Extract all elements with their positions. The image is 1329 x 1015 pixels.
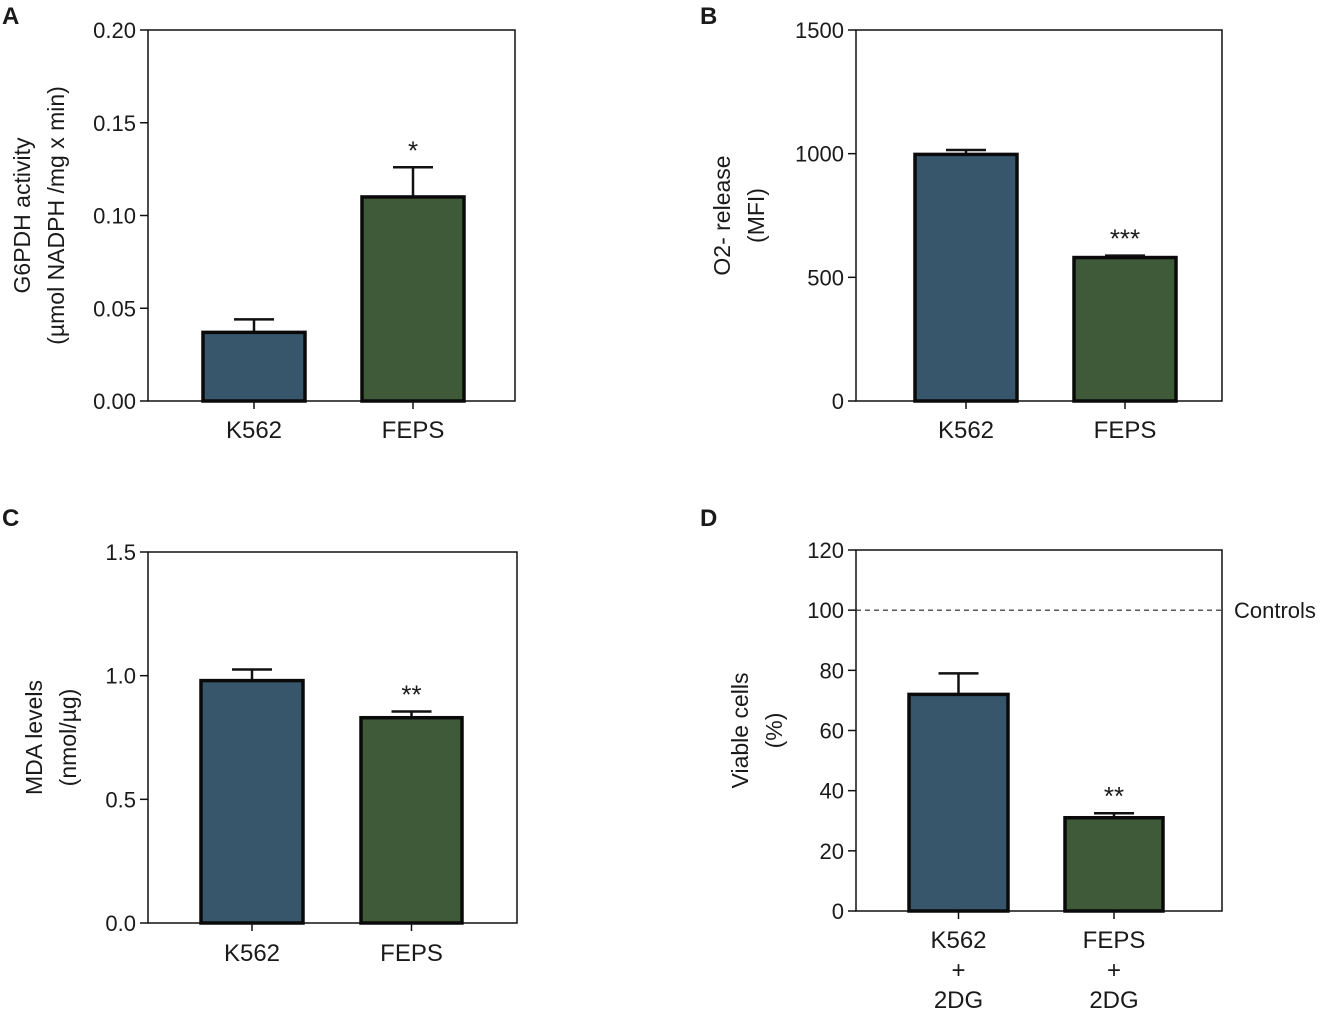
bar-feps	[1072, 255, 1178, 403]
y-tick-label: 40	[820, 779, 844, 804]
bar-k562	[913, 152, 1019, 403]
y-tick-label: 60	[820, 719, 844, 744]
x-category-label: FEPS	[382, 417, 445, 444]
y-axis-label: O2- release	[709, 155, 735, 275]
y-tick-label: 0	[832, 389, 844, 414]
plot-frame	[855, 29, 1223, 402]
panel-letter: C	[2, 505, 19, 532]
panel-letter: D	[700, 505, 717, 532]
x-category-label: 2DG	[1089, 987, 1138, 1010]
x-category-label: FEPS	[1094, 417, 1157, 444]
y-tick-label: 0.05	[93, 296, 136, 321]
significance-marker: *	[408, 135, 418, 165]
y-axis-label: Viable cells	[727, 673, 753, 789]
significance-marker: ***	[1110, 224, 1140, 254]
bar-feps	[360, 195, 466, 403]
panel-a: A 0.00 0.05 0.10 0.15 0.20 K562 * FEPS G6PDH acti…	[2, 3, 516, 444]
panel-d: D 0 20 40 60 80 100 120 Controls K562 +2DG ** FEPS +2…	[700, 505, 1316, 1014]
x-category-label: K562	[226, 417, 282, 444]
y-tick-label: 80	[820, 658, 844, 683]
x-category-label: FEPS	[1083, 927, 1146, 954]
y-axis-label-units: (%)	[761, 713, 787, 749]
y-axis-label-units: (nmol/µg)	[55, 689, 81, 787]
x-category-label: +	[951, 957, 965, 984]
plot-frame	[147, 551, 518, 924]
bar-feps	[359, 715, 464, 925]
y-tick-label: 1.5	[105, 540, 136, 565]
panel-letter: B	[700, 3, 717, 30]
y-tick-label: 0	[832, 899, 844, 924]
y-tick-label: 500	[807, 265, 844, 290]
y-axis-label-units: (µmol NADPH /mg x min)	[43, 86, 69, 345]
bar-feps	[1063, 815, 1165, 913]
y-tick-label: 1500	[795, 18, 844, 43]
y-tick-label: 0.0	[105, 911, 136, 936]
x-category-label: K562	[930, 927, 986, 954]
y-tick-label: 100	[807, 598, 844, 623]
bar-k562	[201, 330, 307, 403]
significance-marker: **	[401, 680, 421, 710]
y-tick-label: 0.00	[93, 389, 136, 414]
y-tick-label: 0.15	[93, 111, 136, 136]
y-axis-label-units: (MFI)	[743, 188, 769, 243]
bar-k562	[907, 692, 1010, 913]
y-tick-label: 0.5	[105, 787, 136, 812]
x-category-label: 2DG	[934, 987, 983, 1010]
y-tick-label: 0.10	[93, 204, 136, 229]
y-tick-label: 1.0	[105, 664, 136, 689]
panel-b: B 0 500 1000 1500 K562 *** FEPS O2- release (MFI)	[700, 3, 1223, 444]
x-category-label: K562	[938, 417, 994, 444]
y-axis-label: MDA levels	[21, 680, 47, 795]
controls-reference-label: Controls	[1234, 598, 1316, 623]
x-category-label: K562	[224, 940, 280, 967]
y-tick-label: 20	[820, 839, 844, 864]
bar-k562	[199, 678, 305, 925]
y-tick-label: 120	[807, 538, 844, 563]
y-tick-label: 1000	[795, 142, 844, 167]
panel-c: C 0.0 0.5 1.0 1.5 K562 ** FEPS MDA levels (nmol/µ…	[2, 505, 518, 967]
x-category-label: FEPS	[380, 940, 443, 967]
y-axis-label: G6PDH activity	[9, 137, 35, 293]
significance-marker: **	[1104, 781, 1124, 811]
x-category-label: +	[1107, 957, 1121, 984]
panel-letter: A	[2, 3, 19, 30]
y-tick-label: 0.20	[93, 18, 136, 43]
